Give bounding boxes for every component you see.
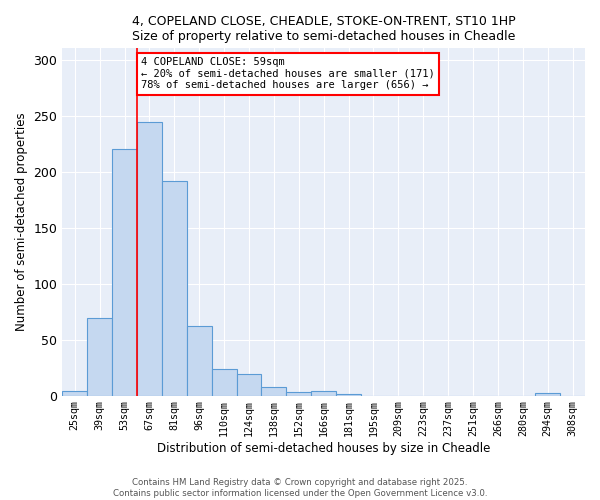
Bar xyxy=(137,122,162,396)
X-axis label: Distribution of semi-detached houses by size in Cheadle: Distribution of semi-detached houses by … xyxy=(157,442,490,455)
Bar xyxy=(187,326,212,396)
Bar xyxy=(336,394,361,396)
Bar xyxy=(311,391,336,396)
Bar xyxy=(535,394,560,396)
Bar xyxy=(112,149,137,396)
Text: Contains HM Land Registry data © Crown copyright and database right 2025.
Contai: Contains HM Land Registry data © Crown c… xyxy=(113,478,487,498)
Bar xyxy=(62,391,87,396)
Bar xyxy=(162,180,187,396)
Text: 4 COPELAND CLOSE: 59sqm
← 20% of semi-detached houses are smaller (171)
78% of s: 4 COPELAND CLOSE: 59sqm ← 20% of semi-de… xyxy=(140,58,434,90)
Bar xyxy=(87,318,112,396)
Bar xyxy=(286,392,311,396)
Y-axis label: Number of semi-detached properties: Number of semi-detached properties xyxy=(15,112,28,332)
Bar xyxy=(262,386,286,396)
Bar xyxy=(236,374,262,396)
Bar xyxy=(212,368,236,396)
Title: 4, COPELAND CLOSE, CHEADLE, STOKE-ON-TRENT, ST10 1HP
Size of property relative t: 4, COPELAND CLOSE, CHEADLE, STOKE-ON-TRE… xyxy=(132,15,515,43)
